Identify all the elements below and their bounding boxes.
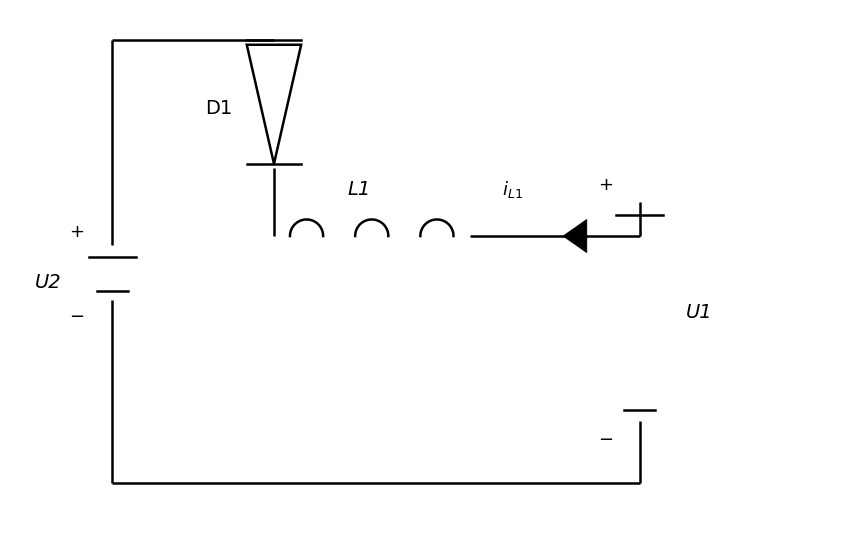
Text: −: − bbox=[597, 431, 612, 449]
Text: +: + bbox=[597, 176, 612, 194]
Text: D1: D1 bbox=[205, 99, 232, 118]
Text: +: + bbox=[69, 223, 84, 241]
Text: U2: U2 bbox=[35, 273, 62, 292]
Polygon shape bbox=[562, 219, 586, 253]
Text: $i_{L1}$: $i_{L1}$ bbox=[501, 179, 522, 200]
Text: U1: U1 bbox=[686, 303, 712, 322]
Text: −: − bbox=[69, 308, 84, 326]
Text: L1: L1 bbox=[347, 180, 370, 199]
